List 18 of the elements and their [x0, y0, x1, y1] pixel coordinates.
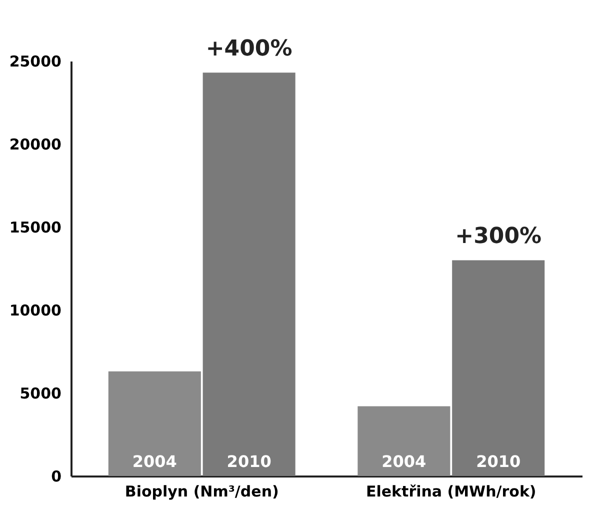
- y-tick-label: 5000: [20, 384, 62, 402]
- y-tick-label: 20000: [9, 136, 62, 154]
- text: 2010: [476, 452, 521, 471]
- bar: [108, 371, 201, 476]
- y-tick-label: 10000: [9, 302, 62, 320]
- y-tick-label: 25000: [9, 52, 62, 70]
- annotation: +400%: [206, 36, 292, 62]
- y-tick-label: 0: [51, 468, 62, 486]
- bar: [358, 406, 450, 476]
- series-label: 2010: [226, 452, 272, 471]
- text: 2004: [382, 452, 426, 471]
- bar: [202, 72, 296, 476]
- y-tick-label: 15000: [9, 218, 62, 236]
- bar: [452, 260, 545, 476]
- annotation: +300%: [455, 224, 542, 250]
- x-tick-label: Elektřina (MWh/rok): [366, 482, 536, 500]
- x-tick-label: Bioplyn (Nm³/den): [124, 482, 279, 500]
- series-label: 2004: [132, 452, 177, 471]
